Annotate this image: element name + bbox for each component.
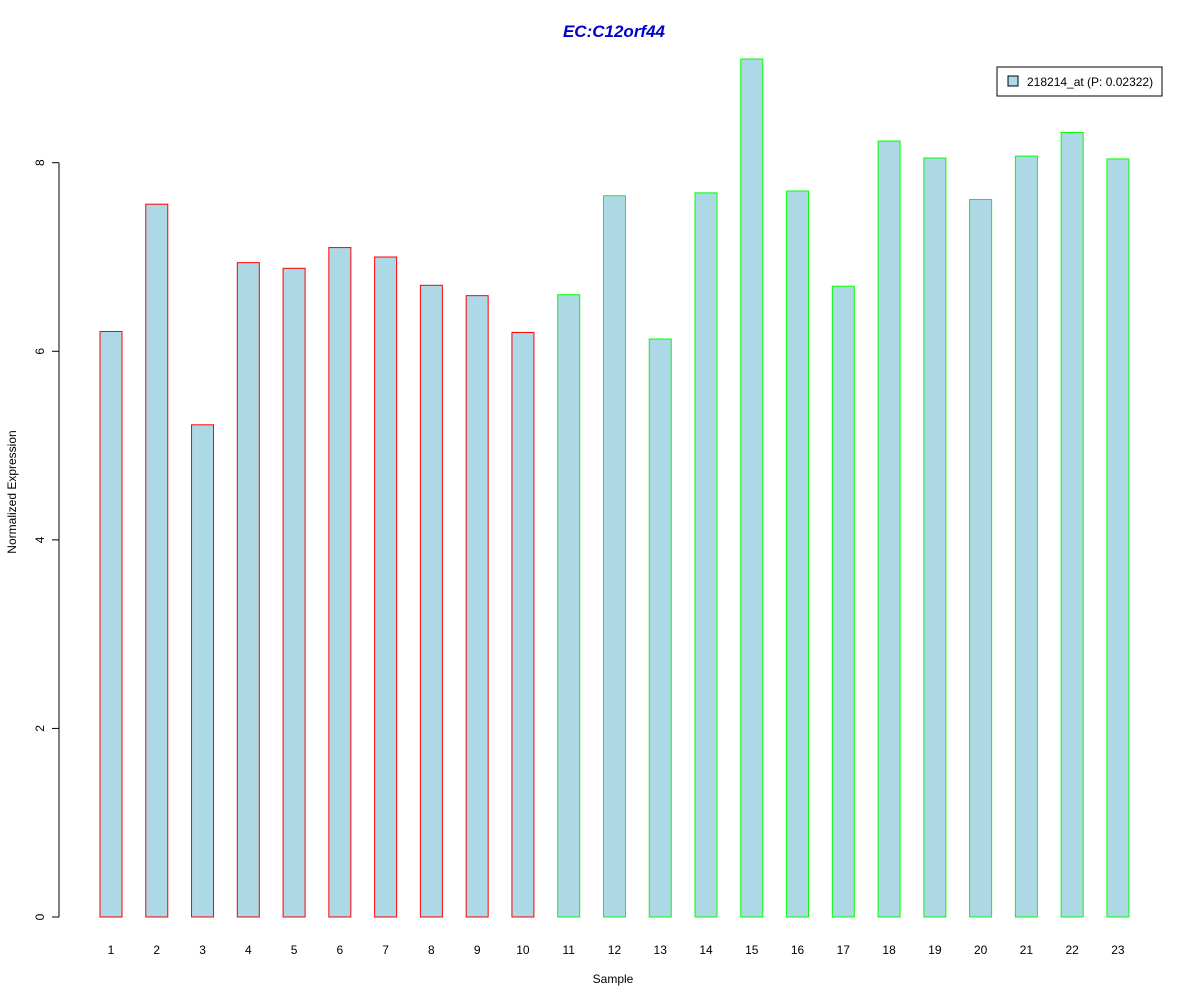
- bar-sample-20: [969, 198, 993, 918]
- bar-sample-15: [740, 58, 764, 918]
- x-tick-label: 8: [428, 943, 435, 957]
- x-tick-label: 2: [153, 943, 160, 957]
- bar-sample-10: [511, 331, 535, 918]
- y-tick-label: 0: [33, 913, 47, 920]
- x-tick-label: 11: [562, 943, 575, 957]
- bar-sample-14: [694, 192, 718, 918]
- x-tick-labels: 1 2 3 4 5 6 7 8 9 10 11 12 13 14 15 16 17 18 19 20 21 22 23: [108, 943, 1125, 957]
- x-tick-label: 4: [245, 943, 252, 957]
- x-tick-label: 21: [1020, 943, 1034, 957]
- bar-sample-17: [831, 285, 855, 918]
- bar-sample-18: [877, 140, 901, 918]
- bar-sample-11: [557, 294, 581, 918]
- x-tick-label: 3: [199, 943, 206, 957]
- legend-box: [996, 66, 1163, 97]
- bar-sample-1: [99, 330, 123, 918]
- x-tick-label: 12: [608, 943, 622, 957]
- bar-sample-2: [145, 203, 169, 918]
- x-tick-label: 9: [474, 943, 481, 957]
- y-tick-label: 6: [33, 348, 47, 355]
- y-tick-label: 2: [33, 725, 47, 732]
- chart-title: EC:C12orf44: [563, 22, 666, 41]
- bar-sample-12: [602, 195, 626, 918]
- x-tick-label: 23: [1111, 943, 1125, 957]
- x-tick-label: 7: [382, 943, 389, 957]
- y-tick-label: 4: [33, 536, 47, 543]
- bar-sample-3: [191, 424, 215, 918]
- bar-sample-22: [1060, 132, 1084, 918]
- x-axis-label: Sample: [593, 972, 634, 986]
- x-tick-label: 15: [745, 943, 759, 957]
- legend-entry-label: 218214_at (P: 0.02322): [1027, 75, 1153, 89]
- bar-sample-8: [419, 284, 443, 918]
- y-axis-ticks: 0 2 4 6 8: [33, 159, 59, 920]
- x-tick-label: 22: [1065, 943, 1079, 957]
- y-axis-label: Normalized Expression: [5, 430, 19, 553]
- legend: 218214_at (P: 0.02322): [996, 66, 1163, 97]
- bar-sample-6: [328, 247, 352, 918]
- x-tick-label: 16: [791, 943, 805, 957]
- x-tick-label: 5: [291, 943, 298, 957]
- bar-sample-16: [786, 190, 810, 918]
- bar-sample-19: [923, 157, 947, 918]
- bar-sample-5: [282, 267, 306, 918]
- bar-sample-13: [648, 338, 672, 918]
- bar-sample-9: [465, 295, 489, 918]
- x-tick-label: 13: [654, 943, 668, 957]
- x-tick-label: 14: [699, 943, 713, 957]
- x-tick-label: 1: [108, 943, 115, 957]
- bars: [99, 58, 1130, 918]
- legend-swatch: [1007, 75, 1019, 87]
- bar-sample-21: [1014, 155, 1038, 918]
- x-tick-label: 18: [882, 943, 896, 957]
- x-tick-label: 19: [928, 943, 942, 957]
- bar-sample-23: [1106, 158, 1130, 918]
- x-tick-label: 6: [337, 943, 344, 957]
- y-tick-label: 8: [33, 159, 47, 166]
- bar-sample-7: [374, 256, 398, 918]
- x-tick-label: 17: [837, 943, 851, 957]
- x-tick-label: 20: [974, 943, 988, 957]
- bar-sample-4: [236, 262, 260, 918]
- x-tick-label: 10: [516, 943, 530, 957]
